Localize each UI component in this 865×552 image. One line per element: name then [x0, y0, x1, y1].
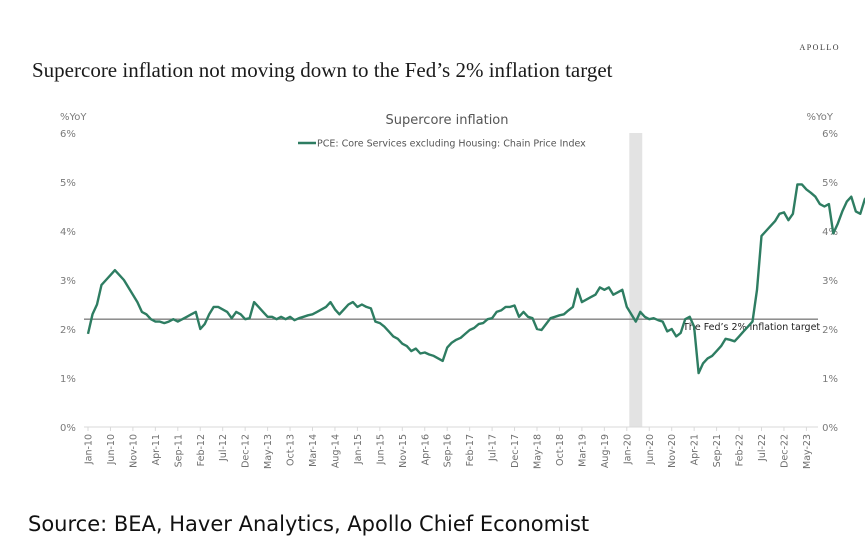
reference-line-group: The Fed’s 2% inflation target	[84, 318, 820, 333]
x-tick-label: Sep-11	[173, 434, 184, 467]
x-tick-label: Nov-20	[667, 434, 678, 468]
legend-label: PCE: Core Services excluding Housing: Ch…	[317, 139, 586, 150]
recession-band	[629, 133, 643, 427]
y-tick-label-left: 2%	[60, 325, 76, 336]
x-tick-label: Jan-10	[84, 434, 95, 465]
x-tick-label: May-23	[802, 434, 813, 469]
x-tick-label: Apr-16	[420, 434, 431, 465]
x-tick-label: Jul-22	[757, 434, 768, 462]
y-tick-label-right: 1%	[822, 374, 838, 385]
x-tick-label: Nov-10	[128, 434, 139, 468]
x-tick-label: Oct-13	[286, 434, 297, 466]
x-tick-label: Aug-14	[330, 434, 341, 468]
x-ticks: Jan-10 Jun-10 Nov-10 Apr-11 Sep-11 Feb-12 Jul-…	[84, 427, 813, 469]
source-note: Source: BEA, Haver Analytics, Apollo Chi…	[28, 512, 590, 536]
x-tick-label: Apr-21	[690, 434, 701, 465]
x-tick-label: Dec-22	[779, 434, 790, 468]
x-tick-label: Jan-20	[622, 434, 633, 465]
x-tick-label: Feb-12	[196, 434, 207, 466]
y-ticks-right: 0% 1% 2% 3% 4% 5% 6%	[822, 129, 838, 434]
x-tick-label: Jul-17	[488, 434, 499, 462]
x-tick-label: Mar-14	[308, 434, 319, 467]
y-tick-label-left: 6%	[60, 129, 76, 140]
legend: PCE: Core Services excluding Housing: Ch…	[298, 139, 586, 150]
x-tick-label: Feb-17	[465, 434, 476, 466]
x-tick-label: Sep-21	[712, 434, 723, 467]
y-axis-label-right: %YoY	[806, 112, 833, 123]
x-tick-label: Jul-12	[218, 434, 229, 462]
x-tick-label: Oct-18	[555, 434, 566, 466]
y-tick-label-left: 4%	[60, 227, 76, 238]
target-line-label: The Fed’s 2% inflation target	[682, 322, 820, 333]
x-tick-label: Jun-10	[106, 434, 117, 465]
x-tick-label: Mar-19	[577, 434, 588, 467]
y-tick-label-left: 5%	[60, 178, 76, 189]
x-tick-label: Apr-11	[151, 434, 162, 465]
y-tick-label-left: 1%	[60, 374, 76, 385]
y-axis-label-left: %YoY	[60, 112, 87, 123]
y-tick-label-right: 3%	[822, 276, 838, 287]
x-tick-label: Sep-16	[443, 434, 454, 467]
y-tick-label-left: 3%	[60, 276, 76, 287]
x-tick-label: Dec-17	[510, 434, 521, 468]
shaded-bands	[629, 133, 643, 427]
x-tick-label: Jun-15	[375, 434, 386, 465]
x-tick-label: Dec-12	[241, 434, 252, 468]
page-headline: Supercore inflation not moving down to t…	[32, 58, 613, 82]
x-tick-label: Jan-15	[353, 434, 364, 465]
y-tick-label-right: 2%	[822, 325, 838, 336]
x-tick-label: Feb-22	[735, 434, 746, 466]
x-tick-label: May-18	[533, 434, 544, 469]
y-ticks-left: 0% 1% 2% 3% 4% 5% 6%	[60, 129, 76, 434]
y-tick-label-right: 6%	[822, 129, 838, 140]
x-tick-label: May-13	[263, 434, 274, 469]
x-tick-label: Nov-15	[398, 434, 409, 468]
y-tick-label-right: 4%	[822, 227, 838, 238]
brand-logo: APOLLO	[799, 43, 840, 52]
series-line	[86, 183, 865, 375]
chart-title: Supercore inflation	[386, 113, 509, 128]
y-tick-label-right: 5%	[822, 178, 838, 189]
x-tick-label: Aug-19	[600, 434, 611, 468]
x-tick-label: Jun-20	[645, 434, 656, 465]
y-tick-label-left: 0%	[60, 423, 76, 434]
y-tick-label-right: 0%	[822, 423, 838, 434]
